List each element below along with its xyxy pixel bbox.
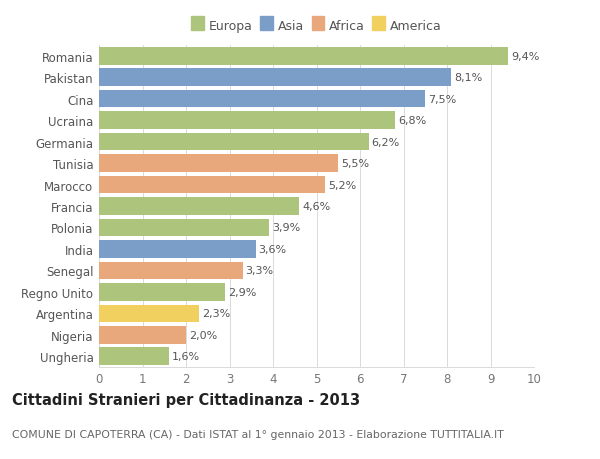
Bar [99, 198, 299, 215]
Text: 2,0%: 2,0% [189, 330, 217, 340]
Text: 7,5%: 7,5% [428, 95, 457, 105]
Legend: Europa, Asia, Africa, America: Europa, Asia, Africa, America [191, 20, 442, 33]
Text: 9,4%: 9,4% [511, 51, 539, 62]
Bar [99, 348, 169, 365]
Text: 2,3%: 2,3% [202, 308, 230, 319]
Text: 3,3%: 3,3% [245, 266, 274, 276]
Bar [99, 262, 242, 280]
Bar [99, 112, 395, 129]
Bar [99, 305, 199, 322]
Text: 3,6%: 3,6% [259, 244, 287, 254]
Text: 5,2%: 5,2% [328, 180, 356, 190]
Text: 6,2%: 6,2% [372, 137, 400, 147]
Text: 1,6%: 1,6% [172, 352, 200, 362]
Text: 3,9%: 3,9% [272, 223, 300, 233]
Bar [99, 326, 186, 344]
Bar [99, 91, 425, 108]
Bar [99, 155, 338, 173]
Text: 2,9%: 2,9% [228, 287, 257, 297]
Bar [99, 134, 368, 151]
Bar [99, 219, 269, 237]
Bar [99, 176, 325, 194]
Text: 6,8%: 6,8% [398, 116, 426, 126]
Bar [99, 284, 225, 301]
Text: 8,1%: 8,1% [454, 73, 482, 83]
Bar [99, 48, 508, 65]
Bar [99, 241, 256, 258]
Text: COMUNE DI CAPOTERRA (CA) - Dati ISTAT al 1° gennaio 2013 - Elaborazione TUTTITAL: COMUNE DI CAPOTERRA (CA) - Dati ISTAT al… [12, 429, 504, 439]
Text: 5,5%: 5,5% [341, 159, 370, 169]
Text: Cittadini Stranieri per Cittadinanza - 2013: Cittadini Stranieri per Cittadinanza - 2… [12, 392, 360, 408]
Bar [99, 69, 451, 87]
Text: 4,6%: 4,6% [302, 202, 331, 212]
